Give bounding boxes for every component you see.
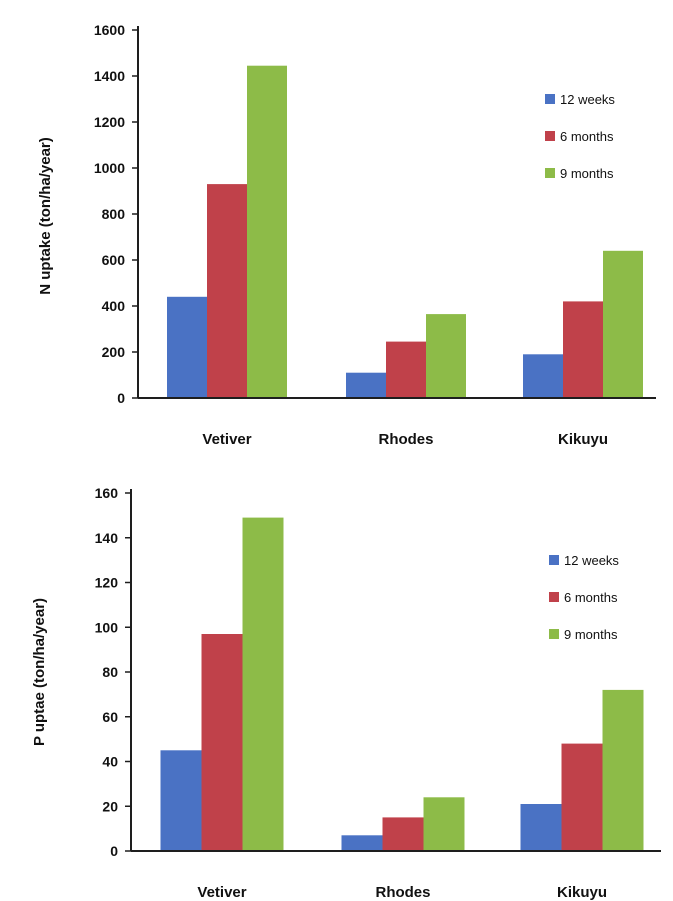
p-uptake-x-tick-label: Vetiver: [197, 884, 246, 901]
p-uptake-legend-label: 9 months: [564, 627, 618, 642]
p-uptake-y-tick-label: 40: [102, 754, 118, 770]
n-uptake-bar-kikuyu-series-1: [523, 354, 563, 398]
n-uptake-bar-rhodes-series-1: [346, 372, 386, 398]
p-uptake-bar-vetiver-series-2: [201, 634, 243, 851]
p-uptake-x-tick-label: Kikuyu: [557, 884, 607, 901]
p-uptake-chart: P uptae (ton/ha/year) 0 20 40 60 80 100 120 140…: [31, 485, 661, 901]
p-uptake-legend-swatch: [549, 629, 559, 639]
n-uptake-bar-vetiver-series-3: [247, 65, 287, 398]
p-uptake-y-tick-label: 120: [95, 575, 119, 591]
p-uptake-bar-vetiver-series-1: [160, 750, 202, 851]
n-uptake-legend-label: 6 months: [560, 129, 614, 144]
n-uptake-legend-swatch: [545, 131, 555, 141]
p-uptake-bar-rhodes-series-3: [423, 797, 465, 851]
p-uptake-legend-swatch: [549, 555, 559, 565]
p-uptake-y-axis-label: P uptae (ton/ha/year): [31, 598, 48, 746]
n-uptake-bar-vetiver-series-2: [207, 184, 247, 398]
p-uptake-y-tick-label: 20: [102, 798, 118, 814]
n-uptake-bar-rhodes-series-2: [386, 341, 426, 398]
n-uptake-x-tick-label: Vetiver: [202, 431, 251, 448]
p-uptake-bar-kikuyu-series-3: [602, 689, 644, 851]
n-uptake-y-tick-label: 0: [117, 390, 125, 406]
p-uptake-bar-kikuyu-series-1: [520, 804, 562, 851]
p-uptake-legend-swatch: [549, 592, 559, 602]
n-uptake-legend-label: 9 months: [560, 166, 614, 181]
n-uptake-legend: 12 weeks 6 months 9 months: [545, 92, 615, 181]
n-uptake-y-tick-label: 1600: [94, 22, 125, 38]
n-uptake-x-tick-label: Rhodes: [378, 431, 433, 448]
n-uptake-y-tick-label: 1200: [94, 114, 125, 130]
p-uptake-legend-label: 6 months: [564, 590, 618, 605]
p-uptake-x-tick-label: Rhodes: [375, 884, 430, 901]
p-uptake-y-tick-label: 140: [95, 530, 119, 546]
p-uptake-y-tick-label: 160: [95, 485, 119, 501]
n-uptake-x-tick-label: Kikuyu: [558, 431, 608, 448]
n-uptake-y-tick-label: 1400: [94, 68, 125, 84]
p-uptake-y-tick-label: 80: [102, 664, 118, 680]
p-uptake-bar-rhodes-series-1: [341, 835, 383, 851]
n-uptake-legend-swatch: [545, 168, 555, 178]
n-uptake-bar-vetiver-series-1: [167, 296, 207, 398]
n-uptake-bar-kikuyu-series-2: [563, 301, 603, 398]
n-uptake-legend-swatch: [545, 94, 555, 104]
p-uptake-bar-rhodes-series-2: [382, 817, 424, 851]
n-uptake-y-tick-label: 200: [102, 344, 126, 360]
n-uptake-bar-rhodes-series-3: [426, 314, 466, 398]
n-uptake-y-tick-label: 800: [102, 206, 126, 222]
p-uptake-y-tick-label: 0: [110, 843, 118, 859]
n-uptake-legend-label: 12 weeks: [560, 92, 615, 107]
p-uptake-y-tick-label: 60: [102, 709, 118, 725]
n-uptake-y-tick-label: 600: [102, 252, 126, 268]
p-uptake-legend-label: 12 weeks: [564, 553, 619, 568]
n-uptake-chart: N uptake (ton/ha/year) 0 200 400 600 800 1000…: [37, 22, 656, 448]
n-uptake-y-tick-label: 400: [102, 298, 126, 314]
n-uptake-y-axis-label: N uptake (ton/ha/year): [37, 137, 54, 295]
p-uptake-y-tick-label: 100: [95, 619, 119, 635]
n-uptake-bar-kikuyu-series-3: [603, 250, 643, 398]
p-uptake-bar-kikuyu-series-2: [561, 743, 603, 851]
p-uptake-bar-vetiver-series-3: [242, 517, 284, 851]
p-uptake-legend: 12 weeks 6 months 9 months: [549, 553, 619, 642]
n-uptake-y-tick-label: 1000: [94, 160, 125, 176]
